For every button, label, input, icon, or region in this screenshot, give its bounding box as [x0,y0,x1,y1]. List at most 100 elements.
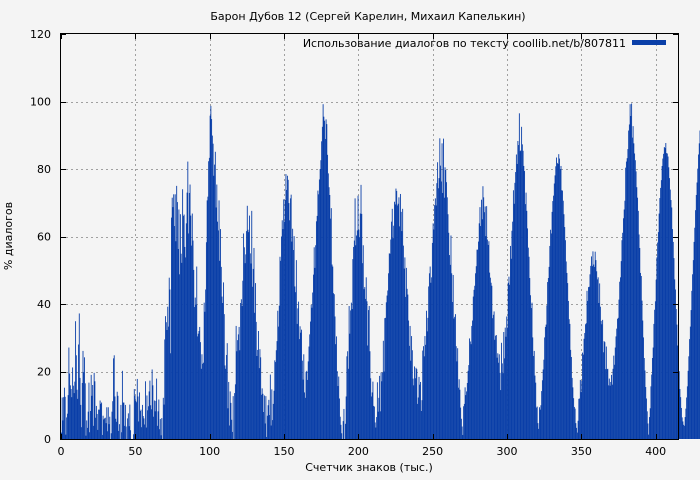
data-bar [648,434,650,439]
data-bar [208,157,210,440]
data-bar [375,427,377,439]
data-bar [382,372,384,439]
data-bar [298,301,300,439]
data-bar [691,290,693,439]
data-bar [660,180,662,439]
data-bar [117,395,119,439]
data-bar [394,201,395,439]
data-bar [383,371,385,439]
data-bar [510,258,512,439]
data-bar [118,424,120,439]
plot-frame [60,33,679,440]
data-bar [598,302,600,439]
data-bar [367,345,369,439]
data-bar [360,184,362,439]
data-bar [430,282,432,439]
data-bar [235,325,237,439]
data-bar [449,255,450,439]
data-bar [373,406,375,439]
data-bar [597,277,599,439]
data-bar [286,175,288,439]
data-bar [619,281,621,439]
data-bar [693,241,695,439]
data-bar [426,331,428,439]
data-bar [310,304,312,439]
data-bar [307,379,308,439]
data-bar [423,346,424,439]
data-bar [586,290,588,439]
data-bar [269,415,271,439]
data-bar [242,280,244,439]
data-bar [211,119,213,440]
data-bar [585,323,587,439]
data-bar [295,292,297,439]
data-bar [583,338,585,439]
data-bar [220,266,222,439]
data-bar [440,165,442,439]
data-bar [398,197,400,439]
data-bar [686,397,688,439]
data-bar [353,246,355,439]
data-bar [411,350,413,439]
data-bar [252,268,254,439]
data-bar [362,263,363,439]
data-bar [536,406,538,439]
data-bar [143,418,145,439]
data-bar [435,205,437,439]
data-bar [629,104,631,439]
data-bar [205,242,207,439]
data-bar [472,296,474,439]
data-bar [285,174,287,439]
data-bar [327,173,329,439]
data-bar [264,423,266,439]
data-bar [66,413,68,439]
data-bar [226,343,228,439]
data-bar [92,425,94,439]
data-bar [305,371,307,439]
data-bar [695,194,697,439]
data-bar [690,310,692,439]
data-bar [181,262,183,439]
data-bar [683,424,685,439]
data-bar [684,417,686,439]
data-bar [406,288,408,439]
data-bar [176,202,178,439]
data-bar [186,192,188,439]
data-bar [436,183,438,439]
data-bar [410,360,412,439]
data-bar [425,310,427,439]
data-bar [349,333,351,439]
data-bar [262,393,264,439]
data-bar [214,164,216,440]
data-bar [129,404,131,439]
y-tick-label: 60 [37,231,51,244]
y-tick-label: 40 [37,298,51,311]
data-bar [609,385,611,439]
data-bar [294,286,296,439]
data-bar [404,257,406,439]
data-bar [391,221,392,439]
data-bar [657,232,659,439]
data-bar [614,364,615,439]
data-bar [78,344,79,439]
data-bar [310,321,311,439]
data-bar [255,283,256,439]
data-bar [651,374,653,439]
data-bar [127,413,129,439]
data-bar [101,402,103,439]
data-bar [434,205,436,439]
data-bar [413,385,415,439]
data-bar [314,267,316,439]
data-bar [424,336,426,439]
data-bar [77,398,79,439]
data-bar [150,405,152,439]
data-bar [524,204,526,439]
data-bar [525,192,527,439]
data-bar [196,266,198,439]
data-bar [550,229,552,439]
data-bar [608,378,610,439]
data-bar [570,356,572,439]
data-bar [322,104,324,439]
data-bar [107,431,108,439]
data-bar [575,423,577,439]
